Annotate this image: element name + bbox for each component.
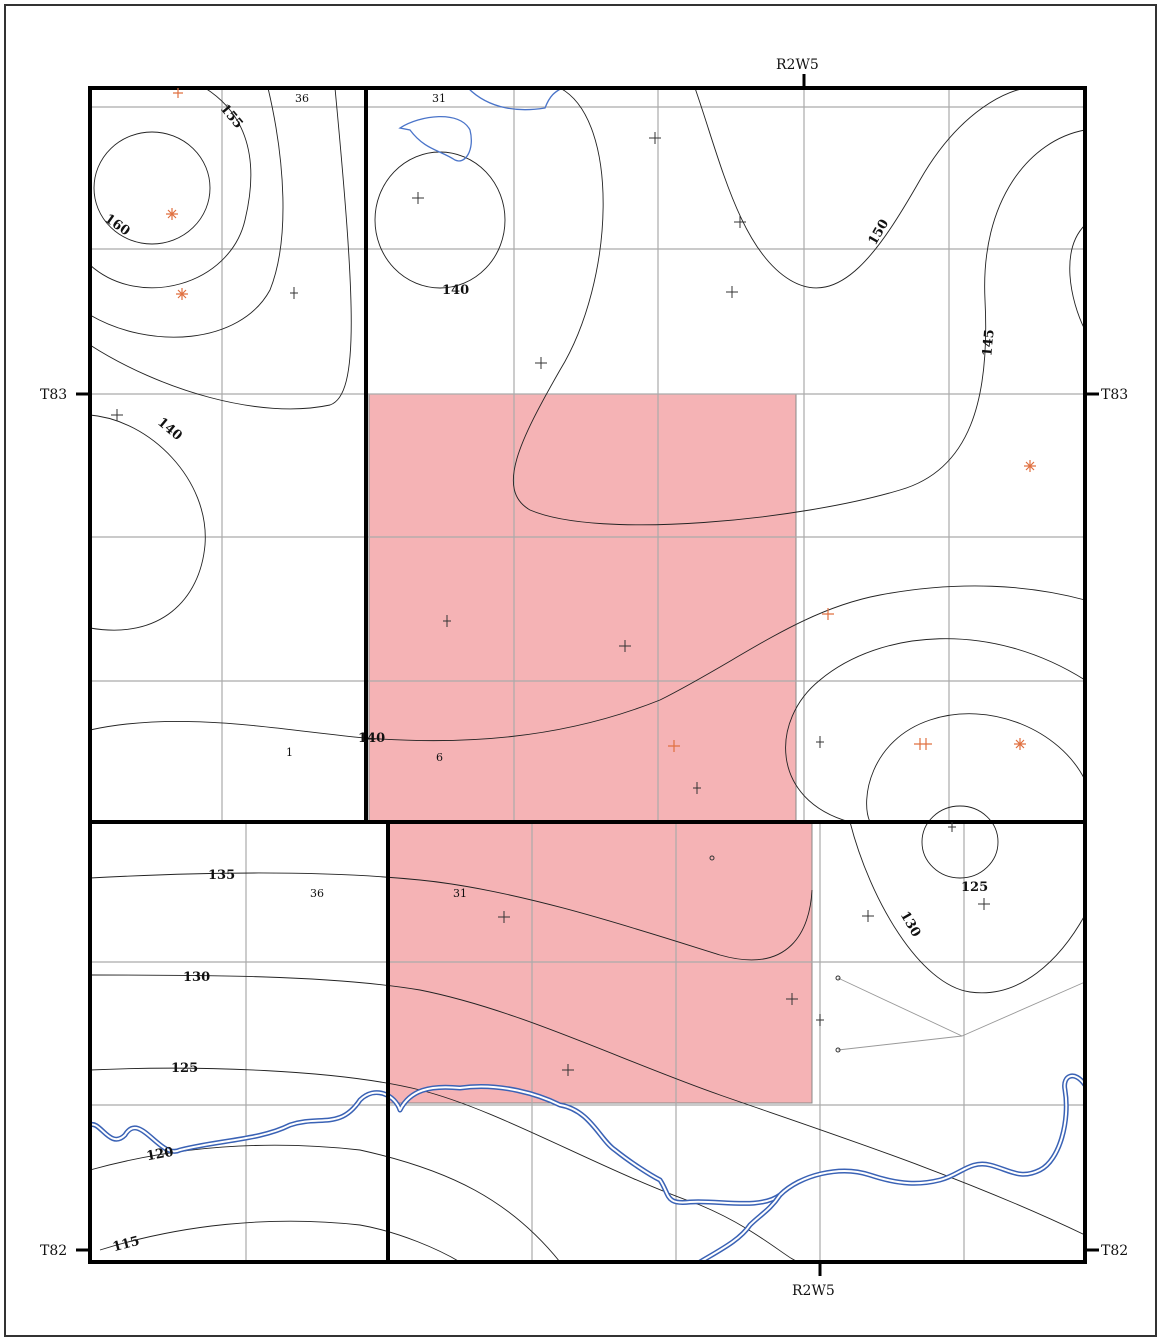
contour-label: 130 [183,970,210,985]
section-number: 31 [432,92,446,105]
range-label-top: R2W5 [776,57,819,73]
contour-label: 140 [358,731,385,746]
wells [111,88,1036,1076]
township-label-right-top: T83 [1101,387,1128,403]
contour-label: 140 [154,415,184,444]
section-grid-top [90,88,1085,822]
contour-label: 115 [111,1234,141,1256]
section-number: 36 [310,887,324,900]
contour-label: 160 [102,211,133,239]
contour-label: 130 [897,909,924,940]
contour-lines [89,87,1086,1263]
township-label-right-bottom: T82 [1101,1243,1128,1259]
pond [398,115,472,162]
edge-ticks [76,74,1099,1276]
lake-edge [467,87,563,111]
section-number: 1 [286,746,293,759]
contour-label: 120 [145,1145,174,1164]
section-number: 36 [295,92,309,105]
range-label-bottom: R2W5 [792,1283,835,1299]
dry-well-icon [111,132,990,1076]
contour-label: 140 [442,283,469,298]
section-numbers: 36 31 1 6 36 31 [286,92,467,900]
gas-well-icon [166,88,1036,752]
section-number: 6 [436,751,443,764]
section-number: 31 [453,887,467,900]
highlight-area [368,393,813,1104]
contour-label: 125 [961,880,988,895]
contour-label: 145 [980,329,997,357]
section-grid-bottom [90,822,1085,1262]
township-label-left-bottom: T82 [40,1243,67,1259]
township-label-left-top: T83 [40,387,67,403]
map-frame [4,4,1157,1337]
contour-label: 135 [208,868,235,883]
water-features [88,87,1088,1265]
contour-label: 125 [171,1061,198,1076]
township-boundaries [88,86,1087,1264]
